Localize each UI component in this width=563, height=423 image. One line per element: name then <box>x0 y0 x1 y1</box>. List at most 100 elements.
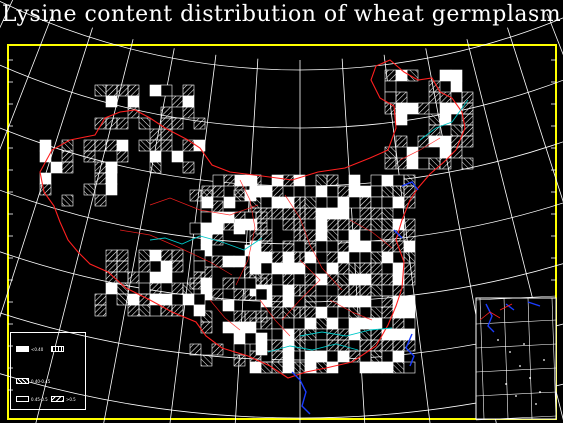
grid-cell <box>326 262 339 275</box>
grid-cell <box>450 124 463 137</box>
grid-cell <box>337 350 350 363</box>
grid-cell <box>403 306 416 319</box>
grid-cell <box>245 174 258 187</box>
grid-cell <box>304 284 317 297</box>
grid-cell <box>315 361 328 374</box>
grid-cell <box>293 251 306 264</box>
grid-cell <box>392 262 405 275</box>
grid-cell <box>304 196 317 209</box>
grid-cell <box>315 229 328 242</box>
grid-cell <box>182 106 195 119</box>
grid-cell <box>233 332 246 345</box>
grid-cell <box>116 293 129 306</box>
grid-cell <box>61 161 74 174</box>
grid-cell <box>105 260 118 273</box>
grid-cell <box>359 207 372 220</box>
grid-cell <box>384 146 397 159</box>
grid-cell <box>381 196 394 209</box>
grid-cell <box>337 339 350 352</box>
grid-cell <box>105 282 118 295</box>
grid-cell <box>201 185 214 198</box>
grid-cell <box>359 317 372 330</box>
grid-cell <box>182 161 195 174</box>
grid-cell <box>245 218 258 231</box>
grid-cell <box>271 317 284 330</box>
grid-cell <box>293 229 306 242</box>
grid-cell <box>315 174 328 187</box>
grid-cell <box>381 339 394 352</box>
grid-cell <box>149 282 162 295</box>
grid-cell <box>381 273 394 286</box>
legend: <0.40 0.40-0.45 0.45-0.5 >0.5 <box>10 332 86 410</box>
grid-cell <box>315 185 328 198</box>
grid-cell <box>293 273 306 286</box>
grid-cell <box>244 189 257 202</box>
inset-meridian <box>527 297 533 420</box>
grid-cell <box>293 196 306 209</box>
grid-cell <box>105 117 118 130</box>
grid-cell <box>171 260 184 273</box>
grid-cell <box>370 185 383 198</box>
grid-cell <box>326 229 339 242</box>
grid-cell <box>149 139 162 152</box>
legend-swatch-hatch-sparse <box>51 396 64 402</box>
grid-cell <box>348 306 361 319</box>
grid-cell <box>94 84 107 97</box>
grid-cell <box>315 317 328 330</box>
grid-cell <box>61 150 74 163</box>
grid-cell <box>403 339 416 352</box>
meridian-line <box>0 27 93 318</box>
grid-cell <box>315 284 328 297</box>
grid-cell <box>395 91 408 104</box>
grid-cell <box>461 102 474 115</box>
grid-cell <box>293 218 306 231</box>
grid-cell <box>160 139 173 152</box>
grid-cell <box>337 218 350 231</box>
grid-cell <box>348 174 361 187</box>
grid-cell <box>244 266 257 279</box>
grid-cell <box>381 229 394 242</box>
grid-cell <box>249 361 262 374</box>
grid-cell <box>282 361 295 374</box>
grid-cell <box>255 332 268 345</box>
grid-cell <box>182 84 195 97</box>
grid-cell <box>138 249 151 262</box>
grid-cell <box>94 194 107 207</box>
grid-cell <box>244 332 257 345</box>
grid-cell <box>255 343 268 356</box>
grid-cell <box>359 328 372 341</box>
grid-cell <box>337 229 350 242</box>
grid-cell <box>403 262 416 275</box>
grid-cell <box>392 350 405 363</box>
grid-cell <box>138 304 151 317</box>
grid-cell <box>395 69 408 82</box>
grid-cell <box>326 218 339 231</box>
grid-cell <box>392 339 405 352</box>
island-dot <box>505 383 507 385</box>
grid-cell <box>260 196 273 209</box>
meridian-line <box>507 27 563 203</box>
grid-cell <box>222 277 235 290</box>
grid-cell <box>171 249 184 262</box>
grid-cell <box>337 185 350 198</box>
grid-cell <box>403 251 416 264</box>
grid-cell <box>359 240 372 253</box>
map-title: Lysine content distribution of wheat ger… <box>1 2 562 27</box>
grid-cell <box>348 185 361 198</box>
grid-cell <box>189 343 202 356</box>
grid-cell <box>359 284 372 297</box>
grid-cell <box>182 95 195 108</box>
grid-cell <box>83 183 96 196</box>
grid-cell <box>406 157 419 170</box>
grid-cell <box>260 185 273 198</box>
grid-cell <box>116 260 129 273</box>
grid-cell <box>381 295 394 308</box>
grid-cell <box>381 251 394 264</box>
grid-cell <box>359 262 372 275</box>
grid-cell <box>439 113 452 126</box>
grid-cell <box>315 218 328 231</box>
grid-cell <box>392 317 405 330</box>
grid-cell <box>271 174 284 187</box>
grid-cell <box>282 317 295 330</box>
grid-cell <box>211 288 224 301</box>
